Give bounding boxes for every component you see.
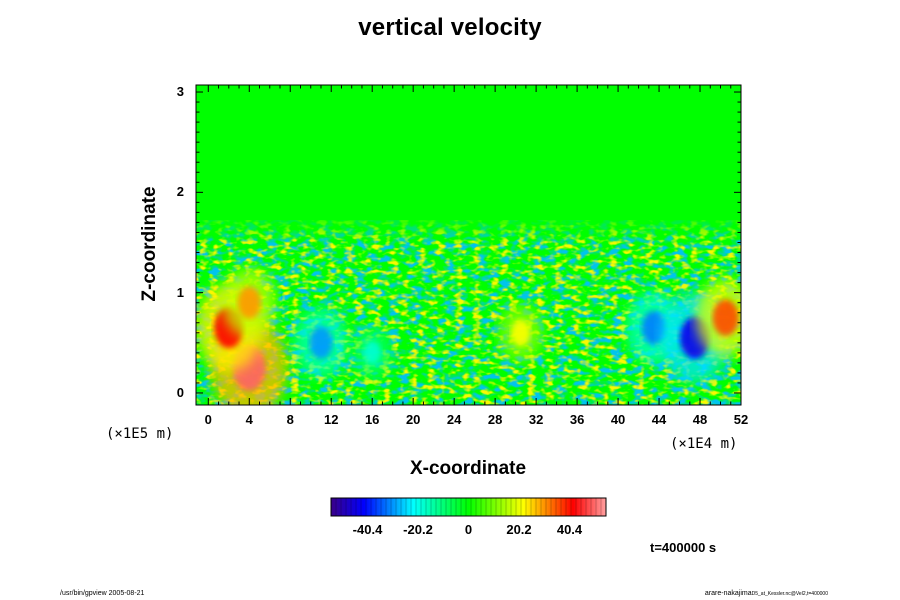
field-feature-core-5: [511, 319, 531, 347]
x-tick-label: 20: [405, 412, 421, 427]
x-tick-label: 52: [733, 412, 749, 427]
colorbar: [331, 498, 606, 516]
colorbar-tick-label: -40.4: [352, 522, 383, 537]
x-tick-label: 48: [692, 412, 708, 427]
y-axis-label: Z-coordinate: [139, 186, 160, 302]
field-feature-core-8: [712, 299, 739, 336]
x-tick-label: 12: [323, 412, 339, 427]
x-tick-label: 44: [651, 412, 667, 427]
footer-right: arare-nakajimaD5_at_Kessler.nc@Vel2,t=40…: [705, 590, 828, 597]
x-tick-label: 32: [528, 412, 544, 427]
x-tick-label: 16: [364, 412, 380, 427]
field-feature-core-3: [309, 326, 333, 359]
y-tick-label: 0: [176, 384, 184, 400]
x-tick-label: 40: [610, 412, 626, 427]
heatmap-field: [196, 85, 741, 405]
x-tick-label: 4: [245, 412, 253, 427]
footer-right-small: D5_at_Kessler.nc@Vel2,t=400000: [751, 591, 828, 597]
x-tick-label: 28: [487, 412, 503, 427]
chart-title: vertical velocity: [358, 14, 542, 41]
y-axis-unit: (×1E5 m): [106, 426, 174, 442]
y-tick-label: 3: [176, 84, 184, 100]
time-annotation: t=400000 s: [650, 540, 717, 555]
field-feature-core-6: [641, 310, 666, 345]
x-axis-unit: (×1E4 m): [670, 436, 738, 452]
x-tick-label: 24: [446, 412, 462, 427]
colorbar-tick-label: 20.2: [506, 522, 532, 537]
x-tick-label: 8: [286, 412, 294, 427]
footer-left: /usr/bin/gpview 2005-08-21: [60, 590, 145, 597]
colorbar-frame: [330, 497, 607, 517]
y-tick-label: 2: [176, 184, 184, 200]
plot-frame: [195, 84, 742, 406]
footer-right-main: arare-nakajima: [704, 590, 752, 597]
turbulence-fade: [196, 214, 741, 244]
x-tick-label: 0: [204, 412, 212, 427]
colorbar-tick-label: 0: [464, 522, 473, 537]
x-axis-label: X-coordinate: [409, 458, 527, 479]
x-tick-label: 36: [569, 412, 585, 427]
colorbar-tick-label: 40.4: [556, 522, 583, 537]
field-feature-core-4: [363, 340, 381, 365]
field-feature-core-2: [237, 286, 261, 319]
y-tick-label: 1: [176, 284, 184, 300]
colorbar-tick-label: -20.2: [403, 522, 433, 537]
